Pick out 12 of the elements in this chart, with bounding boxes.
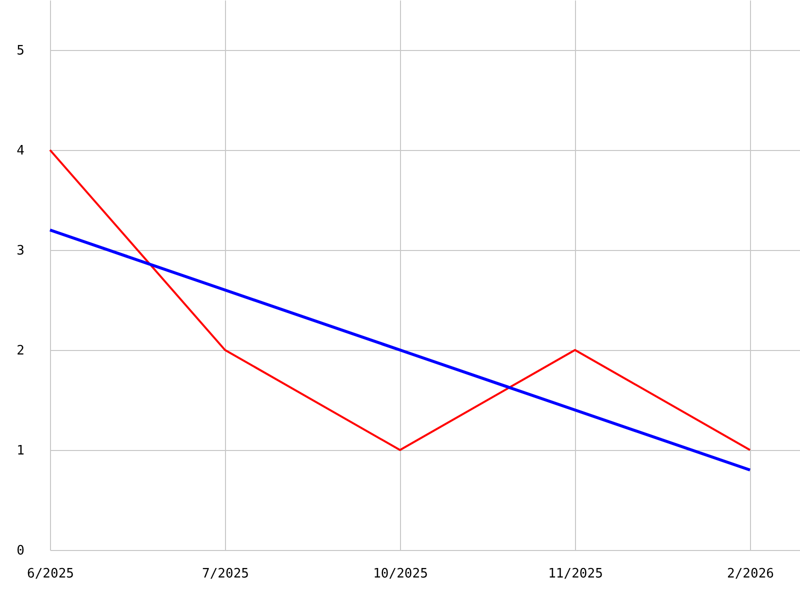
y-tick-label: 4 [16, 144, 25, 158]
x-tick-label: 11/2025 [548, 566, 603, 582]
y-tick-label: 0 [16, 544, 24, 558]
x-tick-label: 2/2026 [727, 566, 774, 582]
x-tick-label: 7/2025 [202, 566, 249, 582]
x-tick-label: 10/2025 [373, 566, 428, 582]
y-tick-label: 1 [16, 444, 24, 458]
line-series [48, 228, 752, 472]
y-tick-label: 3 [16, 244, 24, 258]
x-tick-label: 6/2025 [27, 566, 74, 582]
y-tick-label: 2 [16, 344, 24, 358]
y-tick-label: 5 [16, 44, 24, 58]
